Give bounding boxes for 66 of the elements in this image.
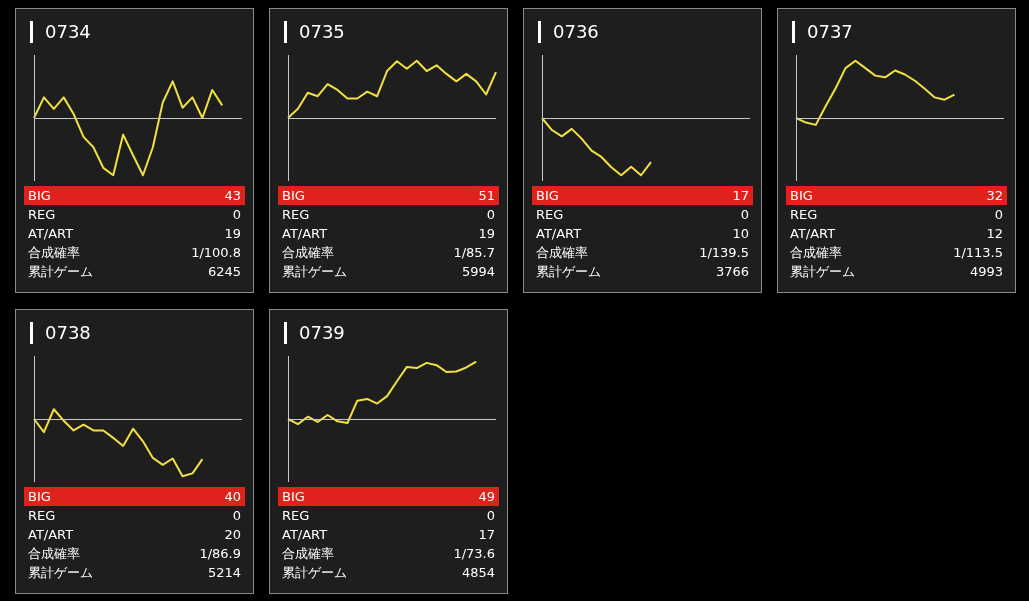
chart-title: 0739 — [284, 322, 345, 344]
text: AT/ART — [790, 225, 836, 243]
text: 4993 — [969, 263, 1003, 281]
text: 合成確率 — [536, 244, 588, 262]
text: REG — [282, 206, 310, 224]
chart-title: 0736 — [538, 21, 599, 43]
text: 0 — [232, 507, 241, 525]
text: 0 — [486, 507, 495, 525]
text: 0 — [232, 206, 241, 224]
text: 合成確率 — [28, 244, 80, 262]
text: 1/86.9 — [199, 545, 241, 563]
text: REG — [28, 507, 56, 525]
text: 1/100.8 — [191, 244, 241, 262]
text: BIG — [536, 187, 559, 205]
text: 49 — [478, 488, 495, 506]
text: REG — [282, 507, 310, 525]
text: BIG — [282, 488, 305, 506]
text: 32 — [986, 187, 1003, 205]
text: 0 — [994, 206, 1003, 224]
text: AT/ART — [28, 225, 74, 243]
text: 4854 — [461, 564, 495, 582]
text: 合成確率 — [282, 244, 334, 262]
text: 累計ゲーム — [282, 263, 347, 281]
text: 12 — [986, 225, 1003, 243]
text: REG — [536, 206, 564, 224]
text: BIG — [28, 187, 51, 205]
text: 1/85.7 — [453, 244, 495, 262]
text: 1/73.6 — [453, 545, 495, 563]
text: REG — [28, 206, 56, 224]
text: 累計ゲーム — [28, 564, 93, 582]
text: AT/ART — [282, 225, 328, 243]
text: REG — [790, 206, 818, 224]
text: 合成確率 — [28, 545, 80, 563]
text: 合成確率 — [790, 244, 842, 262]
text: 51 — [478, 187, 495, 205]
text: BIG — [790, 187, 813, 205]
chart-title: 0735 — [284, 21, 345, 43]
text: 43 — [224, 187, 241, 205]
text: 0 — [486, 206, 495, 224]
text: 3766 — [715, 263, 749, 281]
text: 6245 — [207, 263, 241, 281]
text: 合成確率 — [282, 545, 334, 563]
text: 0 — [740, 206, 749, 224]
chart-title: 0737 — [792, 21, 853, 43]
text: 20 — [224, 526, 241, 544]
text: 累計ゲーム — [282, 564, 347, 582]
text: 累計ゲーム — [28, 263, 93, 281]
text: AT/ART — [282, 526, 328, 544]
text: 5214 — [207, 564, 241, 582]
text: BIG — [282, 187, 305, 205]
text: 累計ゲーム — [790, 263, 855, 281]
text: 5994 — [461, 263, 495, 281]
chart-title: 0738 — [30, 322, 91, 344]
text: 17 — [732, 187, 749, 205]
text: 17 — [478, 526, 495, 544]
text: 40 — [224, 488, 241, 506]
text: AT/ART — [28, 526, 74, 544]
chart-title: 0734 — [30, 21, 91, 43]
text: 19 — [478, 225, 495, 243]
text: AT/ART — [536, 225, 582, 243]
text: 累計ゲーム — [536, 263, 601, 281]
text: 10 — [732, 225, 749, 243]
text: BIG — [28, 488, 51, 506]
text: 1/113.5 — [953, 244, 1003, 262]
text: 19 — [224, 225, 241, 243]
text: 1/139.5 — [699, 244, 749, 262]
